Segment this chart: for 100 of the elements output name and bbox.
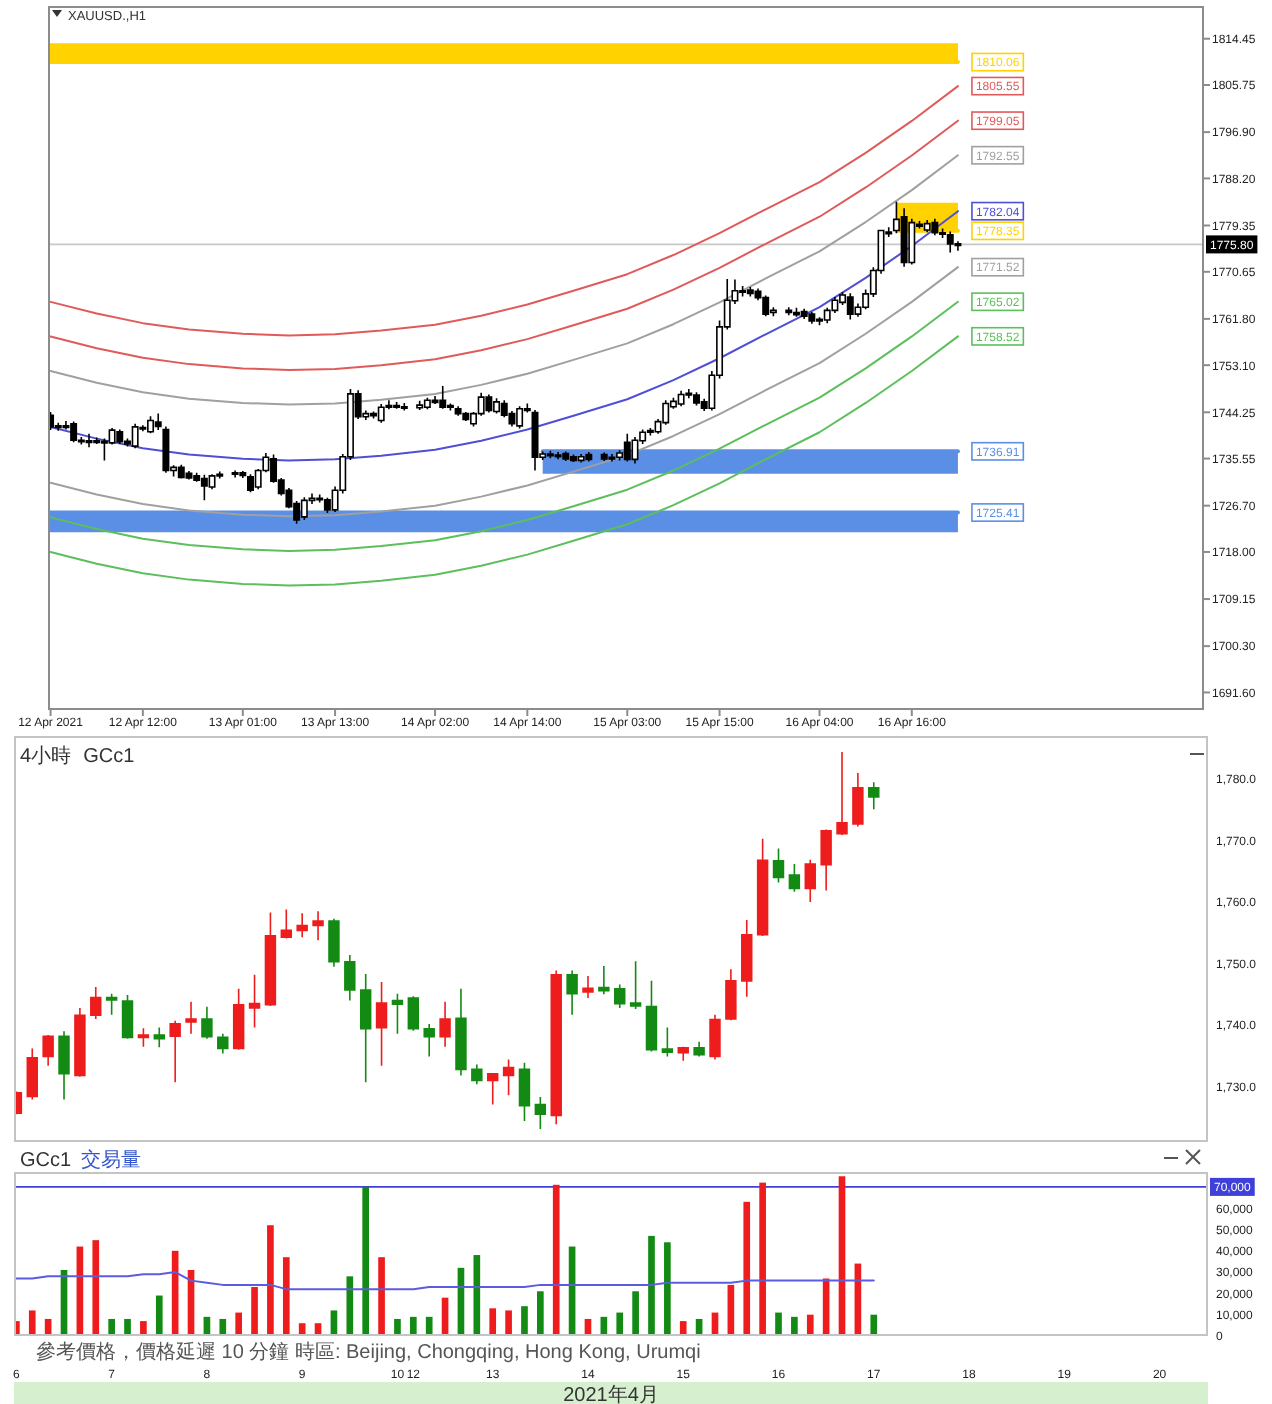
bar (409, 1316, 417, 1336)
candlestick (280, 908, 293, 940)
bar (394, 1318, 401, 1336)
candlestick (85, 433, 93, 448)
chart-title: GCc1 (20, 1150, 72, 1172)
candlestick (300, 496, 308, 521)
candlestick (70, 420, 78, 444)
candlestick (516, 405, 524, 430)
bar (679, 1321, 687, 1336)
candlestick (623, 433, 631, 463)
candlestick (312, 910, 324, 942)
bar (140, 1321, 147, 1336)
candlestick (693, 1040, 705, 1058)
candlestick (247, 473, 254, 494)
line-series (49, 154, 959, 406)
candlestick (74, 1007, 86, 1078)
candlestick (393, 401, 401, 410)
candlestick (562, 450, 570, 462)
candlestick (709, 1013, 721, 1061)
bar (743, 1201, 751, 1336)
bar (521, 1306, 528, 1336)
bar (28, 1310, 36, 1336)
candlestick (792, 306, 800, 318)
candlestick (629, 960, 642, 1010)
bar (124, 1318, 131, 1336)
bar (505, 1310, 512, 1336)
candlestick (598, 965, 610, 996)
candlestick (645, 980, 658, 1053)
text: 參考價格，價格延遲 10 分鐘 時區: Beijing, Chongqing, Hong Kong, Urumqi (36, 1340, 701, 1364)
bar (759, 1182, 766, 1336)
bar (664, 1242, 671, 1336)
bar (219, 1318, 227, 1336)
line-series (15, 1271, 875, 1291)
candlestick (328, 917, 340, 968)
candlestick (116, 428, 124, 445)
candlestick (550, 969, 562, 1125)
candlestick (746, 286, 754, 298)
bar (616, 1312, 624, 1336)
bar (791, 1316, 798, 1336)
candlestick (105, 992, 118, 1016)
candlestick (264, 911, 277, 1007)
candlestick (90, 986, 102, 1020)
candlestick (439, 1000, 451, 1048)
candlestick (546, 450, 554, 460)
bar (775, 1312, 782, 1336)
candlestick (231, 469, 239, 479)
candlestick (296, 912, 308, 938)
candlestick (169, 1020, 181, 1084)
line-series (49, 335, 959, 587)
candlestick (400, 402, 408, 412)
bar (489, 1308, 497, 1336)
candlestick (531, 409, 539, 472)
candlestick (582, 975, 594, 999)
candlestick (585, 451, 593, 463)
bar (378, 1257, 385, 1336)
candlestick (502, 1058, 515, 1097)
candlestick (804, 858, 816, 903)
bar (235, 1312, 242, 1336)
candlestick (954, 240, 962, 252)
candlestick (923, 219, 931, 233)
bar (267, 1225, 274, 1336)
candlestick (566, 969, 578, 1016)
candlestick (153, 1026, 165, 1049)
candlestick (741, 919, 753, 998)
candlestick (42, 1034, 54, 1067)
candlestick (946, 230, 954, 254)
candlestick (201, 1005, 213, 1040)
candlestick (455, 988, 467, 1077)
candlestick (375, 981, 388, 1067)
candlestick (677, 389, 685, 407)
candlestick (177, 463, 185, 480)
candlestick (391, 992, 404, 1035)
candlestick (534, 1096, 547, 1130)
candlestick (808, 311, 816, 325)
candlestick (423, 396, 431, 411)
candlestick (518, 1061, 531, 1122)
candlestick (785, 306, 793, 316)
chart-title: 4小時 (20, 744, 72, 768)
candlestick (185, 470, 193, 481)
bar (552, 1184, 560, 1336)
candlestick (868, 781, 880, 810)
candlestick (217, 1032, 229, 1055)
bar (282, 1257, 290, 1336)
candlestick (693, 391, 700, 407)
bar (251, 1287, 258, 1336)
line-series (49, 85, 959, 337)
candlestick (614, 983, 626, 1009)
candlestick (370, 410, 378, 420)
candlestick (836, 751, 848, 836)
candlestick (800, 307, 808, 320)
candlestick (739, 285, 747, 298)
candlestick (423, 1023, 435, 1058)
candlestick (121, 994, 134, 1040)
candlestick (631, 436, 639, 465)
line-series (49, 266, 959, 518)
bar (806, 1314, 814, 1336)
bar (648, 1235, 655, 1336)
bar (346, 1276, 354, 1336)
candlestick (846, 292, 854, 321)
candlestick (416, 400, 424, 411)
